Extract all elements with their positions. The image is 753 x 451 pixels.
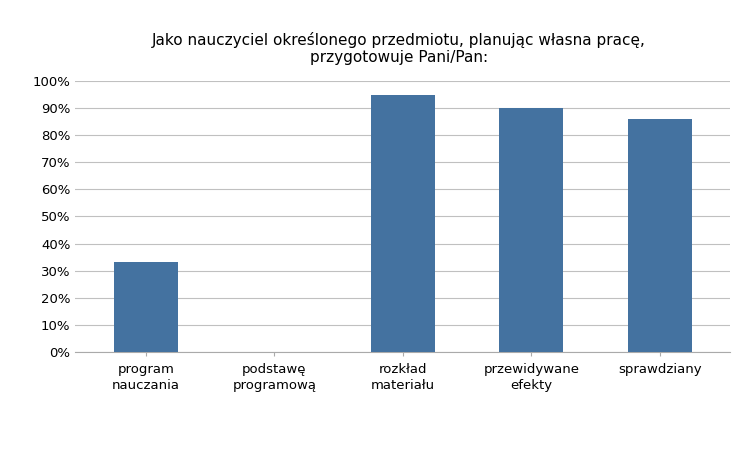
- Bar: [499, 108, 563, 352]
- Bar: [370, 95, 435, 352]
- Bar: [628, 119, 692, 352]
- Bar: [114, 262, 178, 352]
- Text: Jako nauczyciel określonego przedmiotu, planując własna pracę,
przygotowuje Pani: Jako nauczyciel określonego przedmiotu, …: [152, 32, 646, 65]
